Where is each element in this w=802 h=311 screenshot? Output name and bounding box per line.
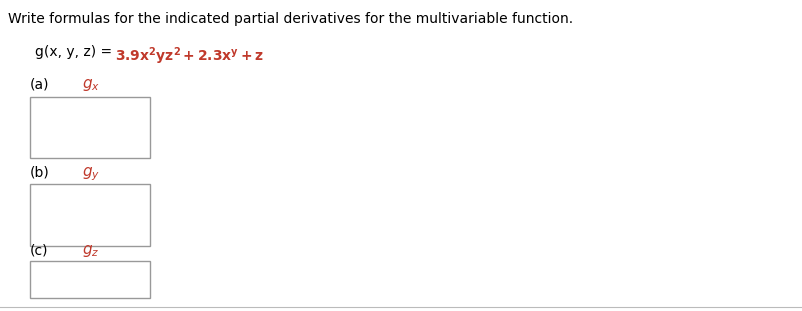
Text: (b): (b) — [30, 165, 50, 179]
Bar — [30, 184, 150, 246]
Text: $\mathbf{3.9x^2yz^2 + 2.3x^y + z}$: $\mathbf{3.9x^2yz^2 + 2.3x^y + z}$ — [115, 45, 264, 67]
Bar — [30, 97, 150, 158]
Text: (c): (c) — [30, 243, 48, 257]
Text: (a): (a) — [30, 77, 50, 91]
Text: $\mathit{g}_{z}$: $\mathit{g}_{z}$ — [82, 243, 99, 259]
Text: $\mathit{g}_{y}$: $\mathit{g}_{y}$ — [82, 165, 100, 183]
Text: g(x, y, z) =: g(x, y, z) = — [35, 45, 116, 59]
Text: Write formulas for the indicated partial derivatives for the multivariable funct: Write formulas for the indicated partial… — [8, 12, 573, 26]
Bar — [30, 261, 150, 298]
Text: $\mathit{g}_{x}$: $\mathit{g}_{x}$ — [82, 77, 100, 93]
